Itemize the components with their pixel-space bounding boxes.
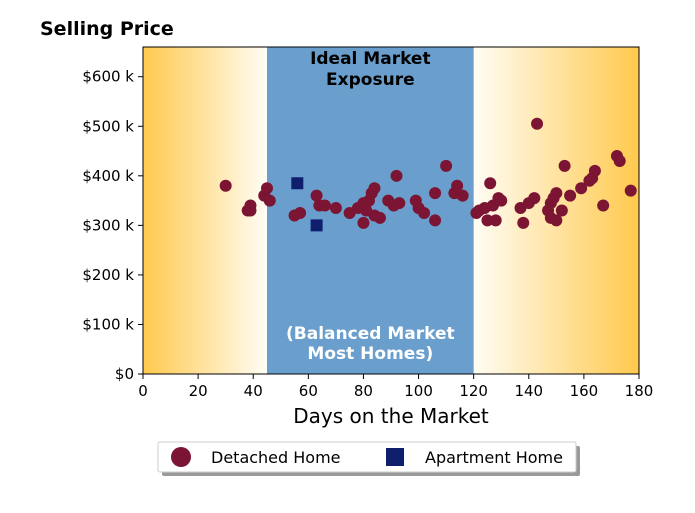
- point-detached-home: [489, 214, 502, 227]
- point-detached-home: [456, 189, 469, 202]
- point-detached-home: [613, 154, 626, 167]
- point-detached-home: [329, 202, 342, 215]
- x-tick-label: 60: [299, 382, 318, 400]
- x-tick-label: 180: [625, 382, 654, 400]
- point-detached-home: [517, 216, 530, 229]
- point-detached-home: [294, 206, 307, 219]
- point-detached-home: [528, 192, 541, 205]
- point-apartment-home: [291, 177, 304, 190]
- point-detached-home: [481, 214, 494, 227]
- point-detached-home: [357, 216, 370, 229]
- x-tick-label: 140: [514, 382, 543, 400]
- point-detached-home: [588, 164, 601, 177]
- point-detached-home: [368, 182, 381, 195]
- legend-label-apartment-home: Apartment Home: [425, 448, 563, 467]
- point-detached-home: [219, 179, 232, 192]
- point-detached-home: [263, 194, 276, 207]
- y-tick-label: $400 k: [82, 167, 134, 185]
- chart-title: Selling Price: [40, 18, 174, 40]
- point-detached-home: [575, 182, 588, 195]
- y-tick-label: $600 k: [82, 68, 134, 86]
- x-axis: 0 20 40 60 80 100 120 140 160 180: [138, 374, 653, 400]
- point-detached-home: [550, 187, 563, 200]
- point-detached-home: [558, 159, 571, 172]
- point-apartment-home: [310, 219, 323, 232]
- x-axis-label: Days on the Market: [293, 404, 489, 428]
- legend-label-detached-home: Detached Home: [211, 448, 341, 467]
- point-detached-home: [244, 204, 257, 217]
- point-detached-home: [318, 199, 331, 212]
- point-detached-home: [624, 184, 637, 197]
- point-detached-home: [495, 194, 508, 207]
- point-detached-home: [310, 189, 323, 202]
- point-detached-home: [564, 189, 577, 202]
- point-detached-home: [531, 117, 544, 130]
- y-tick-label: $100 k: [82, 315, 134, 333]
- data-points: [219, 117, 637, 232]
- point-detached-home: [373, 211, 386, 224]
- point-detached-home: [550, 214, 563, 227]
- zone-subtitle-line1: (Balanced Market: [286, 324, 455, 344]
- legend-marker-apartment-home: [386, 448, 404, 466]
- zone-subtitle-line2: Most Homes): [307, 344, 433, 364]
- y-tick-label: $300 k: [82, 216, 134, 234]
- y-tick-label: $0: [115, 365, 134, 383]
- point-detached-home: [393, 197, 406, 210]
- point-detached-home: [429, 187, 442, 200]
- x-tick-label: 80: [354, 382, 373, 400]
- x-tick-label: 100: [404, 382, 433, 400]
- point-detached-home: [555, 204, 568, 217]
- point-detached-home: [390, 169, 403, 182]
- x-tick-label: 20: [189, 382, 208, 400]
- point-detached-home: [451, 179, 464, 192]
- plot-frame: [142, 46, 640, 375]
- point-detached-home: [418, 206, 431, 219]
- point-detached-home: [484, 177, 497, 190]
- x-tick-label: 120: [459, 382, 488, 400]
- y-tick-label: $200 k: [82, 266, 134, 284]
- y-tick-label: $500 k: [82, 117, 134, 135]
- zone-title-line2: Exposure: [326, 70, 415, 90]
- point-detached-home: [261, 182, 273, 195]
- x-tick-label: 0: [138, 382, 148, 400]
- legend-box: [157, 441, 577, 473]
- legend-marker-detached-home: [171, 447, 191, 467]
- x-tick-label: 40: [244, 382, 263, 400]
- x-tick-label: 160: [570, 382, 599, 400]
- point-detached-home: [440, 159, 453, 172]
- point-detached-home: [429, 214, 442, 227]
- point-detached-home: [597, 199, 610, 212]
- zone-title-line1: Ideal Market: [310, 49, 431, 69]
- legend: Detached Home Apartment Home: [157, 441, 580, 476]
- y-axis: $0 $100 k $200 k $300 k $400 k $500 k $600 k: [82, 68, 143, 383]
